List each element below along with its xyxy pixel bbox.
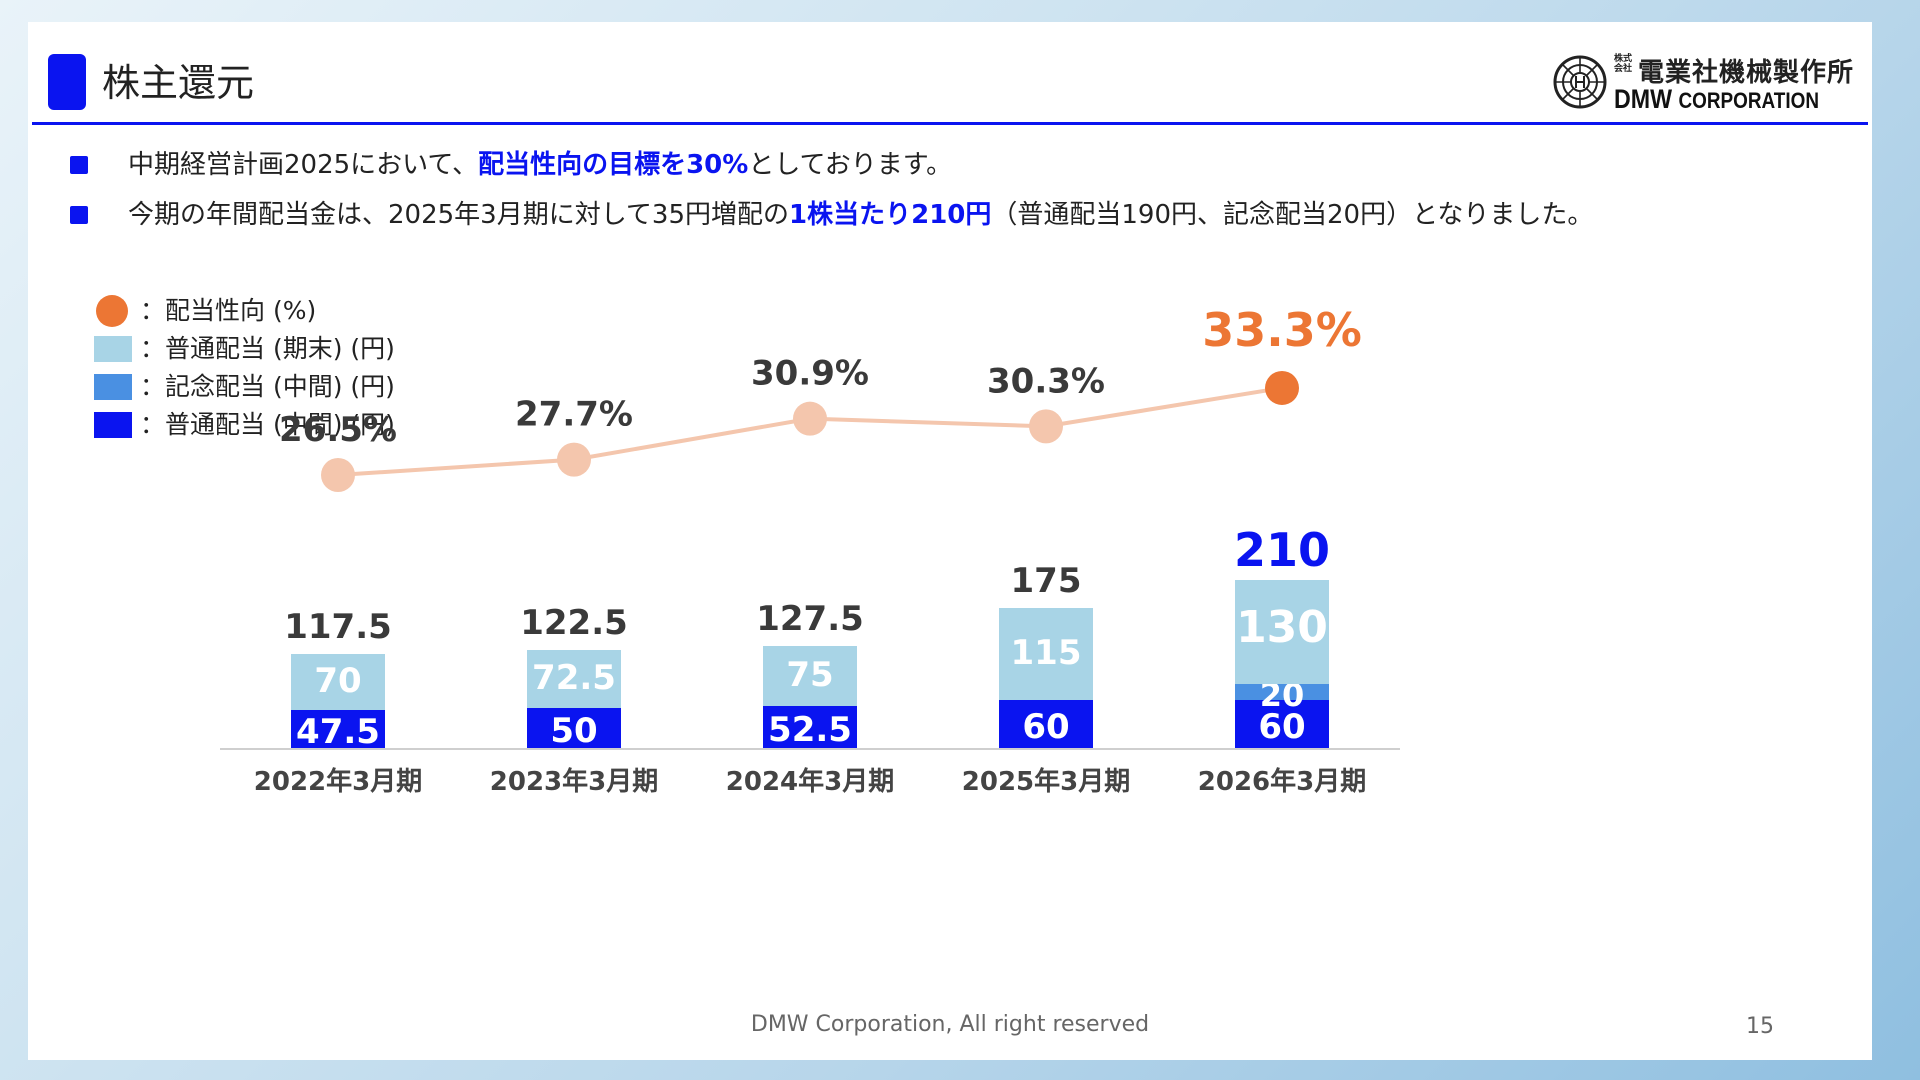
legend-circle-icon xyxy=(96,295,128,327)
bar-value-label: 72.5 xyxy=(532,658,616,698)
bullet-text-pre: 中期経営計画2025において、 xyxy=(128,150,479,180)
bar-total-label: 122.5 xyxy=(520,603,628,643)
logo-jp-name: 電業社機械製作所 xyxy=(1638,58,1855,88)
bar-value-label: 75 xyxy=(786,655,833,695)
slide: 株主還元 株式会社 電業社機械製作所 DMW CORPORATION 中期経営計… xyxy=(28,22,1872,1060)
page-number: 15 xyxy=(1746,1014,1774,1039)
legend-square-icon xyxy=(94,412,132,438)
payout-ratio-point xyxy=(1029,409,1063,444)
bar-segment xyxy=(527,650,621,708)
bar-segment xyxy=(291,710,385,748)
bar-value-label: 60 xyxy=(1022,707,1069,747)
payout-ratio-point xyxy=(793,401,827,436)
payout-ratio-label: 26.5% xyxy=(279,410,397,450)
bar-value-label: 60 xyxy=(1258,707,1305,747)
category-label: 2024年3月期 xyxy=(726,766,894,797)
bar-segment xyxy=(1235,684,1329,700)
bullet-highlight: 1株当たり210円 xyxy=(789,200,992,230)
bar-value-label: 50 xyxy=(550,711,597,751)
payout-ratio-point xyxy=(1265,370,1299,405)
category-label: 2025年3月期 xyxy=(962,766,1130,797)
bar-segment xyxy=(1235,700,1329,748)
bullet-text-post: としております。 xyxy=(748,150,953,180)
bar-segment xyxy=(999,608,1093,700)
bullet-text: 今期の年間配当金は、2025年3月期に対して35円増配の1株当たり210円（普通… xyxy=(128,190,1593,240)
bar-value-label: 115 xyxy=(1011,633,1082,673)
bar-segment xyxy=(1235,580,1329,684)
category-label: 2026年3月期 xyxy=(1198,766,1366,797)
footer-copyright: DMW Corporation, All right reserved xyxy=(750,1012,1150,1037)
legend-label: ：配当性向 (%) xyxy=(140,296,317,325)
bar-value-label: 130 xyxy=(1236,602,1328,653)
legend-square-icon xyxy=(94,336,132,362)
bar-segment xyxy=(999,700,1093,748)
bullet-text-pre: 今期の年間配当金は、2025年3月期に対して35円増配の xyxy=(128,200,790,230)
bar-segment xyxy=(763,706,857,748)
bar-segment xyxy=(527,708,621,748)
payout-ratio-point xyxy=(321,458,355,492)
category-label: 2022年3月期 xyxy=(254,766,422,797)
legend-label: ：記念配当 (中間) (円) xyxy=(140,372,395,401)
bar-value-label: 47.5 xyxy=(296,712,380,752)
bar-total-label: 175 xyxy=(1011,561,1082,601)
bullet-square-icon xyxy=(70,156,88,174)
company-logo: 株式会社 電業社機械製作所 DMW CORPORATION xyxy=(1548,46,1853,116)
bullet-text: 中期経営計画2025において、配当性向の目標を30%としております。 xyxy=(128,140,952,190)
bullet-text-post: （普通配当190円、記念配当20円）となりました。 xyxy=(991,200,1594,230)
page-title: 株主還元 xyxy=(102,61,255,105)
payout-ratio-point xyxy=(557,442,591,477)
bar-value-label: 70 xyxy=(314,661,361,701)
category-label: 2023年3月期 xyxy=(490,766,658,797)
payout-ratio-label: 33.3% xyxy=(1202,303,1362,357)
bar-total-label: 127.5 xyxy=(756,599,864,639)
legend-square-icon xyxy=(94,374,132,400)
legend-label: ：普通配当 (中間) (円) xyxy=(140,410,395,439)
logo-en-corp: CORPORATION xyxy=(1678,88,1820,113)
title-accent-bar xyxy=(48,54,86,110)
bar-segment xyxy=(763,646,857,706)
company-emblem-icon xyxy=(1553,55,1607,109)
bar-segment xyxy=(291,654,385,710)
logo-company-type: 株式会社 xyxy=(1614,54,1633,74)
legend-label: ：普通配当 (期末) (円) xyxy=(140,334,395,363)
payout-ratio-label: 30.9% xyxy=(751,354,869,394)
bar-total-label: 210 xyxy=(1234,523,1330,577)
dividend-chart: 47.5 70 117.5 2022年3月期 50 72.5 122.5 2023年3月期 52… xyxy=(220,303,1400,797)
bullet-highlight: 配当性向の目標を30% xyxy=(478,150,749,180)
title-divider xyxy=(32,122,1868,125)
payout-ratio-label: 27.7% xyxy=(515,395,633,435)
logo-en-name: DMW CORPORATION xyxy=(1614,84,1819,115)
logo-en-dmw: DMW xyxy=(1614,84,1673,114)
payout-ratio-label: 30.3% xyxy=(987,361,1105,401)
bar-value-label: 52.5 xyxy=(768,710,852,750)
bullet-square-icon xyxy=(70,206,88,224)
bar-total-label: 117.5 xyxy=(284,607,392,647)
